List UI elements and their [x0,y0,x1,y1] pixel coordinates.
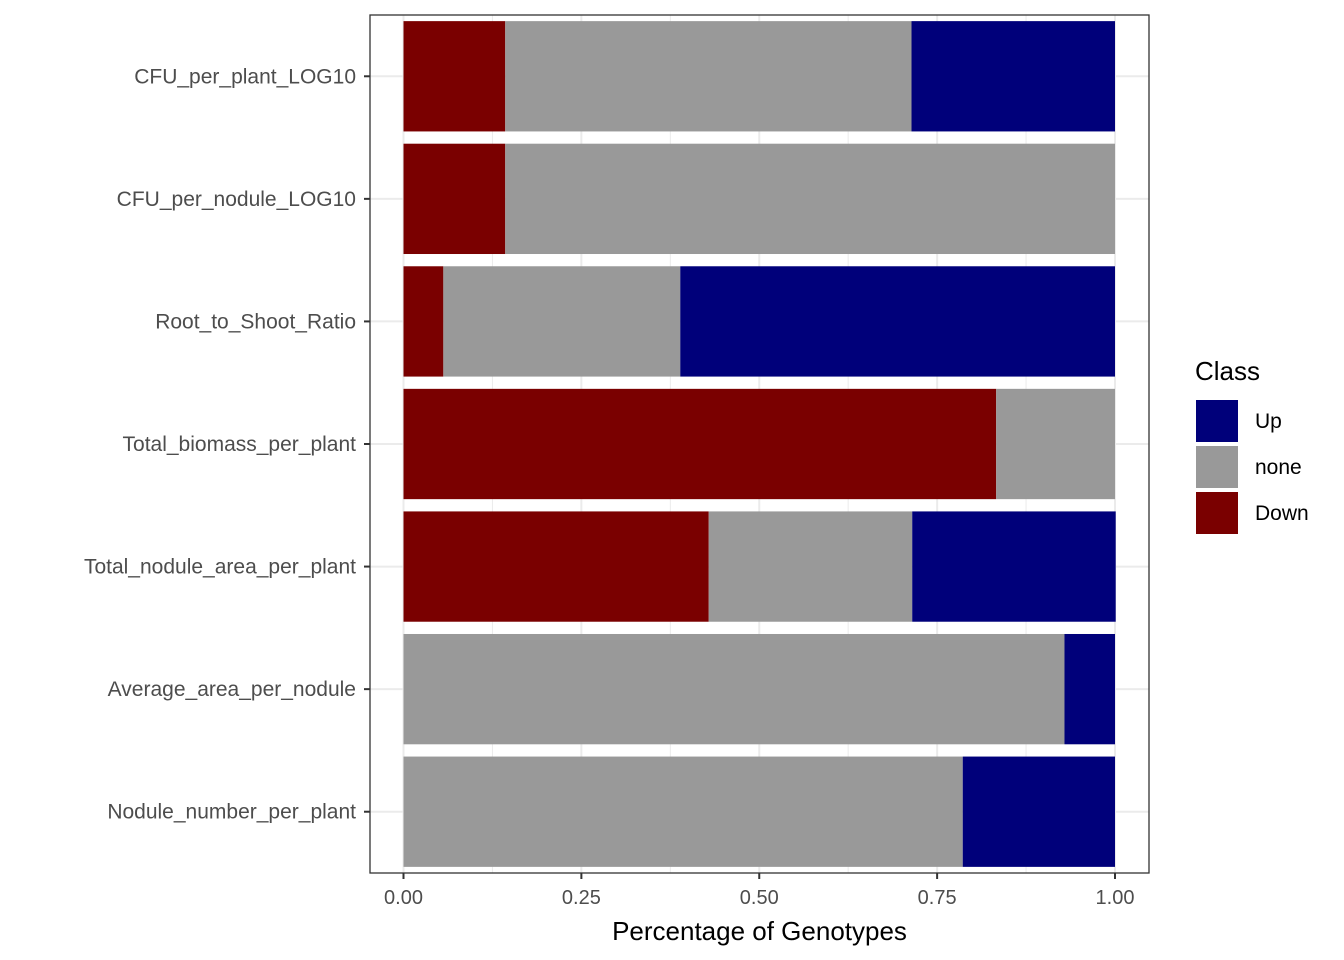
x-axis: 0.00 0.25 0.50 0.75 1.00 [384,873,1134,909]
bar-segment-none [996,388,1115,500]
x-tick-label: 0.75 [918,887,957,909]
bars [403,21,1116,867]
bar-segment-down [403,511,709,622]
legend-title: Class [1195,356,1260,386]
x-tick-label: 1.00 [1096,887,1135,909]
bar-segment-up [680,266,1115,377]
bar-segment-none [708,511,913,622]
x-axis-title: Percentage of Genotypes [612,916,907,946]
bar-segment-up [911,21,1115,132]
bar-segment-up [912,511,1116,622]
y-tick-label: CFU_per_nodule_LOG10 [117,188,356,211]
legend-label-none: none [1255,456,1302,479]
y-tick-label: Total_biomass_per_plant [123,433,357,456]
bar-segment-none [505,21,912,132]
y-tick-label: Root_to_Shoot_Ratio [155,310,356,333]
y-tick-label: Nodule_number_per_plant [107,801,356,824]
legend-key-down [1196,492,1238,534]
legend-label-up: Up [1255,410,1282,433]
bar-segment-none [443,266,681,377]
bar-segment-none [403,756,963,867]
bar-segment-down [403,388,997,500]
bar-segment-down [403,21,506,132]
legend-key-none [1196,446,1238,488]
x-tick-label: 0.25 [562,887,601,909]
bar-segment-down [403,143,506,255]
y-axis: CFU_per_plant_LOG10 CFU_per_nodule_LOG10 R… [84,65,370,824]
legend-label-down: Down [1255,502,1309,525]
bar-segment-up [962,756,1115,867]
bar-segment-down [403,266,444,377]
x-tick-label: 0.50 [740,887,779,909]
x-tick-label: 0.00 [384,887,423,909]
y-tick-label: CFU_per_plant_LOG10 [134,65,356,88]
legend: Class Up none Down [1195,356,1309,534]
y-tick-label: Average_area_per_nodule [108,678,356,701]
legend-key-up [1196,400,1238,442]
bar-segment-none [403,633,1065,745]
bar-segment-none [505,143,1115,255]
y-tick-label: Total_nodule_area_per_plant [84,556,356,579]
bar-segment-up [1064,633,1115,745]
